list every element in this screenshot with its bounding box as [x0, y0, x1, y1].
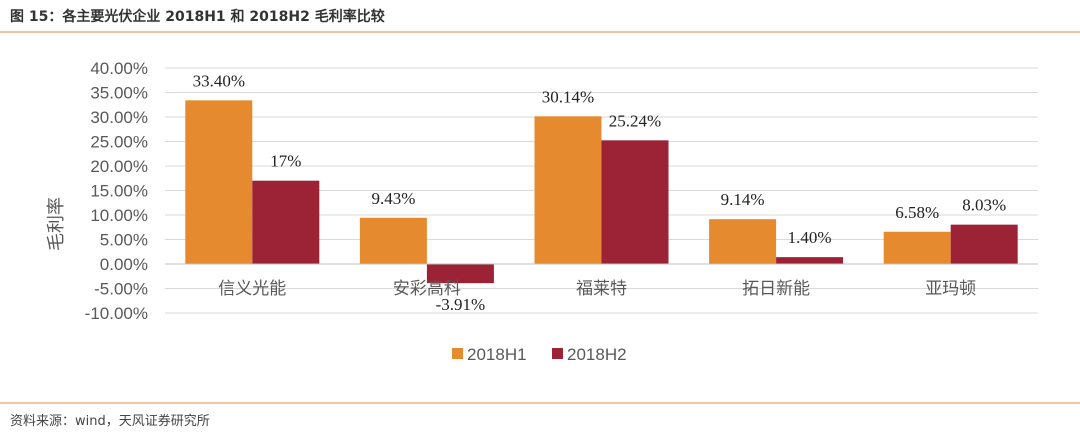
data-label: 25.24%: [609, 111, 661, 130]
data-label: 8.03%: [962, 196, 1006, 215]
category-labels: 信义光能 安彩高科 福莱特 拓日新能 亚玛顿: [218, 279, 976, 299]
source-note: 资料来源：wind，天风证券研究所: [10, 414, 210, 429]
bar-2018H2: [950, 224, 1018, 264]
y-tick-label: 35.00%: [90, 84, 148, 103]
y-tick-label: 40.00%: [90, 59, 148, 78]
category-label: 福莱特: [576, 279, 627, 299]
bar-2018H1: [534, 116, 602, 265]
footer-divider: [0, 402, 1080, 404]
bar-2018H2: [252, 180, 320, 264]
data-label: 33.40%: [193, 71, 245, 90]
legend-label: 2018H2: [567, 345, 627, 364]
y-tick-label: 15.00%: [90, 182, 148, 201]
y-axis-label: 毛利率: [46, 197, 67, 251]
y-tick-label: 30.00%: [90, 108, 148, 127]
bar-2018H2: [426, 264, 494, 284]
data-label: 30.14%: [542, 87, 594, 106]
y-tick-label: 5.00%: [100, 231, 148, 250]
data-label: 9.43%: [371, 189, 415, 208]
bar-2018H1: [359, 217, 427, 264]
bar-2018H1: [185, 100, 253, 264]
category-label: 信义光能: [218, 279, 286, 299]
y-tick-label: -5.00%: [94, 280, 148, 299]
y-tick-label: 25.00%: [90, 133, 148, 152]
bars: [185, 100, 1018, 284]
data-label: 9.14%: [721, 190, 765, 209]
y-tick-label: 20.00%: [90, 157, 148, 176]
legend-swatch: [552, 348, 563, 359]
title-divider: [0, 31, 1080, 33]
data-label: 6.58%: [895, 203, 939, 222]
figure-title: 图 15：各主要光伏企业 2018H1 和 2018H2 毛利率比较: [10, 9, 385, 25]
data-label: -3.91%: [436, 295, 486, 314]
bar-2018H1: [709, 219, 777, 264]
legend-label: 2018H1: [467, 345, 527, 364]
data-label: 1.40%: [788, 228, 832, 247]
category-label: 安彩高科: [393, 279, 461, 299]
y-axis-ticks: 40.00% 35.00% 30.00% 25.00% 20.00% 15.00% 10.0…: [85, 59, 148, 323]
legend: 2018H1 2018H2: [452, 345, 627, 364]
bar-2018H2: [776, 257, 844, 264]
bar-chart: 40.00% 35.00% 30.00% 25.00% 20.00% 15.00% 10.0…: [46, 59, 1038, 364]
bar-2018H2: [601, 140, 669, 264]
data-labels: 33.40% 17% 9.43% -3.91% 30.14% 25.24% 9.14% 1.4…: [193, 71, 1007, 314]
y-tick-label: 0.00%: [100, 255, 148, 274]
bar-2018H1: [883, 231, 951, 264]
category-label: 拓日新能: [742, 279, 810, 299]
y-tick-label: -10.00%: [85, 304, 148, 323]
data-label: 17%: [270, 152, 301, 171]
category-label: 亚玛顿: [925, 279, 976, 299]
y-tick-label: 10.00%: [90, 206, 148, 225]
legend-swatch: [452, 348, 463, 359]
